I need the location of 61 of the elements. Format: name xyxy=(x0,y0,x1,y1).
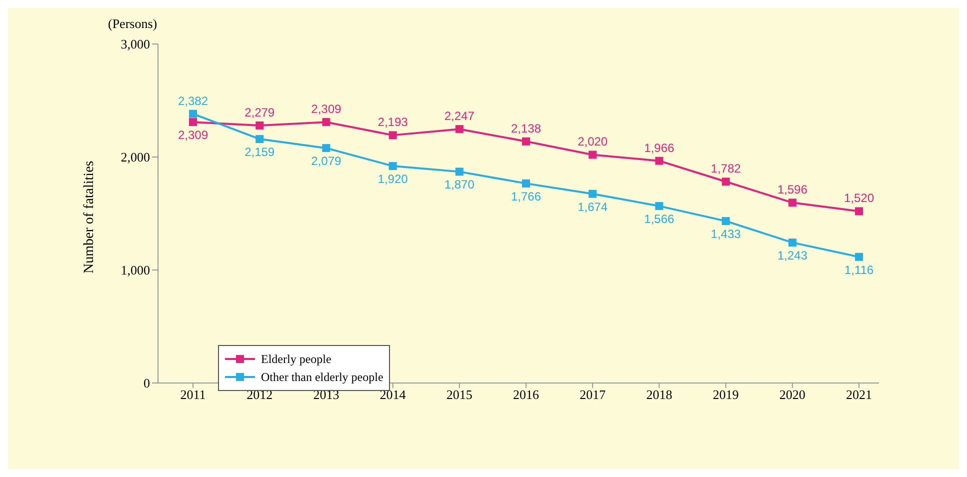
data-label: 2,309 xyxy=(311,102,342,116)
x-tick-label: 2017 xyxy=(580,387,606,402)
point xyxy=(788,238,796,247)
point xyxy=(722,217,730,226)
data-label: 1,116 xyxy=(844,262,874,277)
x-tick-label: 2014 xyxy=(380,387,406,402)
point xyxy=(322,118,330,126)
y-tick-label: 1,000 xyxy=(120,262,150,278)
point xyxy=(455,125,464,134)
point xyxy=(189,118,197,126)
x-tick-label: 2021 xyxy=(846,387,872,402)
data-label: 1,920 xyxy=(378,172,408,186)
x-tick-label: 2016 xyxy=(513,387,540,402)
point xyxy=(256,135,264,144)
x-tick-label: 2015 xyxy=(446,387,472,402)
legend-label: Other than elderly people xyxy=(261,370,384,384)
point xyxy=(189,110,197,118)
point xyxy=(655,156,664,165)
data-label: 1,243 xyxy=(777,248,808,263)
point xyxy=(388,131,397,140)
y-axis-title: Number of fatalities xyxy=(82,160,97,274)
data-label: 1,766 xyxy=(510,189,542,204)
text: (Persons) xyxy=(108,16,158,32)
point xyxy=(655,202,664,210)
point xyxy=(522,179,530,188)
x-tick-label: 2018 xyxy=(646,387,672,402)
data-label: 2,159 xyxy=(244,145,275,160)
data-label: 2,309 xyxy=(178,128,208,142)
data-label: 2,193 xyxy=(378,115,408,130)
point xyxy=(455,168,464,176)
y-tick-label: 3,000 xyxy=(120,36,150,52)
point xyxy=(855,252,863,261)
point xyxy=(588,190,597,198)
point xyxy=(588,150,597,159)
data-label: 1,674 xyxy=(578,200,608,214)
data-label: 1,870 xyxy=(444,178,475,192)
point xyxy=(855,207,863,216)
point xyxy=(722,178,730,186)
data-label: 1,782 xyxy=(710,162,742,176)
data-label: 2,079 xyxy=(311,154,342,168)
y-tick-label: 2,000 xyxy=(120,150,150,165)
data-label: 1,566 xyxy=(644,212,675,226)
point xyxy=(788,198,796,207)
point xyxy=(322,144,330,152)
point xyxy=(256,121,264,130)
data-label: 2,279 xyxy=(244,105,275,120)
x-tick-label: 2020 xyxy=(779,387,806,402)
data-label: 2,020 xyxy=(578,134,608,149)
data-label: 2,247 xyxy=(444,109,475,124)
data-label: 1,520 xyxy=(844,191,874,206)
x-tick-label: 2011 xyxy=(180,387,206,402)
point xyxy=(522,137,530,146)
x-tick-label: 2019 xyxy=(712,387,739,402)
data-label: 1,433 xyxy=(710,227,742,242)
point xyxy=(388,162,397,170)
y-tick-label: 0 xyxy=(144,376,150,391)
data-label: 1,596 xyxy=(777,182,808,197)
legend-label: Elderly people xyxy=(261,352,332,366)
data-label: 2,138 xyxy=(510,121,542,136)
data-label: 1,966 xyxy=(644,140,675,155)
data-label: 2,382 xyxy=(178,94,208,108)
